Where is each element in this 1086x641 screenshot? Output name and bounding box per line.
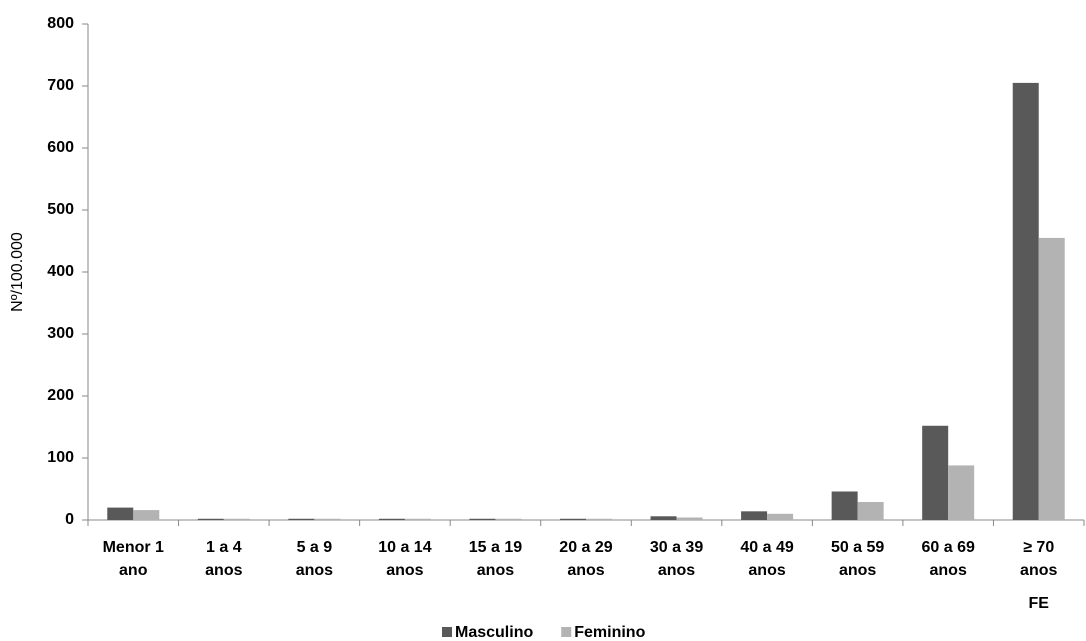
y-tick-label: 500 [47,201,74,218]
x-tick-label: 15 a 19 [469,539,522,556]
bar [948,465,975,520]
x-tick-label: 1 a 4 [206,539,242,556]
legend-swatch [442,627,452,637]
y-axis-label: Nº/100.000 [9,232,26,312]
bar [650,516,677,520]
bar [767,513,794,520]
x-tick-label: 60 a 69 [921,539,974,556]
legend-label: Masculino [455,624,533,641]
y-tick-label: 800 [47,15,74,32]
x-tick-label: ano [119,562,148,579]
bar [560,518,586,520]
x-tick-label: 10 a 14 [378,539,431,556]
x-tick-label: anos [477,562,514,579]
x-tick-label: 5 a 9 [297,539,333,556]
x-tick-label: anos [1020,562,1057,579]
x-tick-label: 40 a 49 [740,539,793,556]
bar [857,502,884,520]
x-tick-label: anos [205,562,242,579]
bar [495,518,522,520]
bar [133,510,160,520]
x-tick-label: anos [748,562,785,579]
bar [741,511,768,520]
y-tick-label: 300 [47,325,74,342]
y-tick-label: 100 [47,449,74,466]
y-tick-label: 700 [47,77,74,94]
bar [197,518,224,520]
y-tick-label: 200 [47,387,74,404]
x-tick-label: 50 a 59 [831,539,884,556]
x-tick-label: anos [658,562,695,579]
bar [404,518,431,520]
legend-label: Feminino [574,624,645,641]
bar [1012,82,1039,521]
x-tick-label: 30 a 39 [650,539,703,556]
bar [831,491,858,520]
x-tick-label: anos [386,562,423,579]
bar [469,518,496,520]
annotation: FE [1029,595,1050,612]
x-tick-label: Menor 1 [103,539,164,556]
x-tick-label: 20 a 29 [559,539,612,556]
x-tick-label: anos [296,562,333,579]
x-tick-label: anos [567,562,604,579]
bar [922,425,949,520]
x-tick-label: ≥ 70 [1023,539,1054,556]
y-tick-label: 600 [47,139,74,156]
bar [378,518,405,520]
bar [1038,237,1065,520]
x-tick-label: anos [930,562,967,579]
x-tick-label: anos [839,562,876,579]
bar [288,518,315,520]
bar [314,518,341,520]
bar [676,517,703,520]
legend-swatch [561,627,572,637]
bar [223,518,250,520]
y-tick-label: 0 [65,511,74,528]
y-tick-label: 400 [47,263,74,280]
bar [107,507,134,520]
bar [586,518,612,520]
